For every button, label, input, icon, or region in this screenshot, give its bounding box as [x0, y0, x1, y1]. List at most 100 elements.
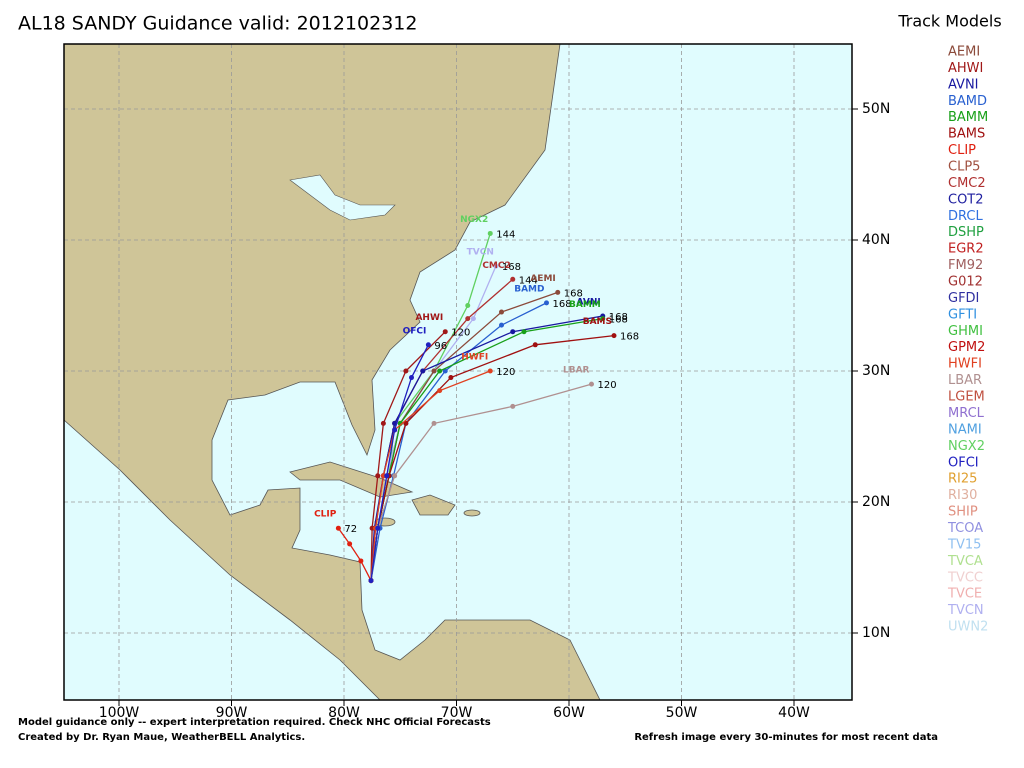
lat-tick-label: 20N — [862, 494, 890, 510]
lon-tick-label: 90W — [216, 705, 248, 721]
lon-tick-label: 100W — [99, 705, 140, 721]
legend-entry: AVNI — [948, 77, 979, 92]
track-point — [380, 420, 386, 426]
legend-entry: TVCA — [947, 554, 983, 569]
track-hour: 120 — [496, 367, 515, 378]
legend-entry: BAMM — [948, 110, 988, 125]
legend-entry: RI30 — [948, 488, 977, 503]
legend-entry: NAMI — [948, 422, 982, 437]
track-point — [437, 388, 443, 394]
track-name: CLIP — [314, 510, 337, 520]
track-point — [431, 420, 437, 426]
legend-entry: EGR2 — [948, 242, 984, 257]
track-name: HWFI — [461, 353, 488, 363]
track-point — [487, 368, 493, 374]
track-hour: 168 — [609, 315, 628, 326]
track-hour: 168 — [502, 262, 521, 273]
track-point — [493, 263, 499, 269]
legend-entry: G012 — [948, 275, 983, 290]
lon-tick-label: 40W — [778, 705, 810, 721]
legend-entry: SHIP — [948, 505, 978, 520]
lon-tick-label: 60W — [553, 705, 585, 721]
track-point — [347, 541, 353, 547]
track-point — [392, 473, 398, 479]
north-america — [64, 44, 601, 700]
track-line — [370, 331, 446, 581]
track-point — [600, 316, 606, 322]
legend-entry: CLIP — [948, 143, 976, 158]
track-point — [425, 342, 431, 348]
track-name: CMC2 — [482, 261, 510, 271]
legend-entry: MRCL — [948, 406, 985, 421]
track-point — [544, 300, 549, 306]
track-hour: 144 — [519, 275, 538, 286]
legend-entry: CLP5 — [948, 160, 980, 175]
track-line — [337, 527, 372, 581]
track-point — [611, 333, 617, 339]
legend-entry: RI25 — [948, 472, 977, 487]
track-point — [403, 420, 409, 426]
legend-entry: BAMD — [948, 94, 987, 109]
track-point — [465, 316, 471, 322]
track-point — [521, 329, 527, 335]
track-point — [384, 473, 390, 479]
track-point — [368, 578, 374, 584]
track-point — [358, 558, 364, 564]
legend-entry: DSHP — [948, 225, 984, 240]
track-point — [375, 525, 381, 531]
track-hour: 72 — [344, 524, 357, 535]
legend-entry: GFDI — [948, 291, 979, 306]
legend-entry: CMC2 — [948, 176, 986, 191]
lat-tick-label: 40N — [862, 232, 890, 248]
track-point — [465, 303, 471, 308]
axes: 100W 90W 80W 70W 60W 50W 40W 10N 20N 30N 40N 50N — [99, 101, 891, 721]
track-hour: 120 — [598, 380, 617, 391]
track-point — [589, 381, 594, 387]
track-point — [375, 473, 381, 479]
track-point — [392, 427, 398, 433]
lat-tick-label: 10N — [862, 625, 890, 641]
track-line — [370, 370, 491, 581]
legend-entry: HWFI — [948, 357, 982, 372]
track-point — [442, 329, 448, 335]
track-name: NGX2 — [460, 215, 488, 225]
legend-entry: GHMI — [948, 324, 983, 339]
track-name: BAMD — [514, 284, 544, 294]
track-point — [499, 322, 504, 328]
track-name: AEMI — [530, 274, 555, 284]
legend-entry: LGEM — [948, 390, 985, 405]
legend-title: Track Models — [897, 12, 1001, 31]
track-point — [442, 368, 448, 374]
legend-entry: DRCL — [948, 209, 983, 224]
puerto-rico — [463, 509, 481, 517]
title: AL18 SANDY Guidance valid: 2012102312 — [18, 13, 417, 35]
grid — [64, 44, 852, 700]
track-point — [420, 368, 426, 374]
track-point — [510, 276, 516, 282]
track-hour: 168 — [609, 312, 628, 323]
track-name: TVCN — [467, 248, 494, 258]
legend-entry: AHWI — [948, 61, 983, 76]
track-name: BAMM — [569, 300, 601, 310]
track-name: AVNI — [577, 297, 601, 307]
legend-entry: TVCE — [947, 587, 982, 602]
footer-refresh: Refresh image every 30-minutes for most … — [634, 732, 938, 743]
track-point — [510, 329, 516, 335]
legend-entry: LBAR — [948, 373, 982, 388]
track-name: LBAR — [563, 366, 590, 376]
track-point — [403, 368, 409, 374]
lon-tick-label: 50W — [666, 705, 698, 721]
lat-tick-label: 30N — [862, 363, 890, 379]
track-point — [487, 230, 493, 236]
hispaniola — [411, 494, 456, 516]
track-point — [335, 525, 341, 531]
lon-tick-label: 80W — [328, 705, 360, 721]
legend-entry: COT2 — [948, 192, 984, 207]
footer-credit: Created by Dr. Ryan Maue, WeatherBELL An… — [18, 732, 305, 743]
great-lakes — [289, 174, 396, 221]
track-point — [437, 368, 443, 374]
footer-note: Model guidance only -- expert interpreta… — [18, 717, 491, 728]
